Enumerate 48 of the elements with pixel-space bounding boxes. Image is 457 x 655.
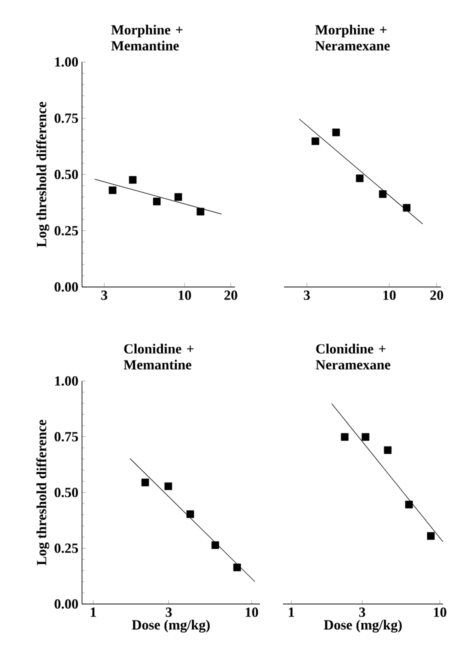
point	[427, 532, 435, 540]
point	[332, 128, 340, 136]
point	[362, 433, 370, 441]
y-tick-label: 0.00	[54, 599, 78, 609]
x-tick-label: 3	[359, 608, 366, 617]
point	[196, 208, 204, 216]
point	[356, 174, 364, 182]
point	[108, 186, 116, 194]
point	[378, 190, 387, 198]
point	[174, 193, 182, 201]
y-axis-title: Log threshold difference	[36, 420, 50, 566]
x-tick-label: 1	[90, 608, 96, 617]
x-axis-title: Dose (mg/kg)	[324, 620, 402, 633]
chart-title: Clonidine + Neramexane	[316, 344, 390, 370]
point	[211, 541, 220, 549]
y-tick-label: 0.75	[54, 432, 78, 442]
x-tick-label: 20	[224, 290, 238, 300]
point	[141, 478, 149, 486]
point	[384, 446, 392, 454]
point	[405, 500, 413, 508]
y-tick-label: 1.00	[55, 376, 78, 386]
x-tick-label: 1	[288, 608, 294, 617]
x-tick-label: 20	[430, 290, 444, 300]
x-tick-label: 3	[101, 290, 108, 300]
x-tick-label: 3	[304, 290, 310, 300]
y-tick-label: 0.25	[54, 226, 78, 236]
chart-title: Morphine + Neramexane	[315, 24, 390, 50]
x-tick-label: 3	[166, 608, 172, 617]
y-tick-label: 0.25	[54, 544, 78, 553]
x-tick-label: 10	[434, 608, 446, 617]
point	[340, 433, 349, 441]
chart-title: Morphine + Memantine	[111, 24, 183, 50]
y-tick-label: 0.00	[54, 282, 78, 292]
point	[164, 482, 172, 490]
y-tick-label: 0.50	[54, 170, 78, 180]
point	[402, 204, 410, 212]
x-axis-title: Dose (mg/kg)	[132, 620, 210, 633]
x-tick-label: 10	[246, 608, 258, 617]
y-axis-title: Log threshold difference	[36, 102, 50, 248]
x-tick-label: 10	[178, 290, 191, 300]
point	[153, 198, 161, 206]
y-tick-label: 0.50	[54, 488, 78, 498]
y-tick-label: 1.00	[55, 57, 78, 67]
x-tick-label: 10	[383, 290, 396, 300]
chart-title: Clonidine + Memantine	[124, 344, 194, 370]
point	[186, 510, 194, 518]
point	[233, 564, 241, 572]
y-tick-label: 0.75	[54, 114, 78, 123]
